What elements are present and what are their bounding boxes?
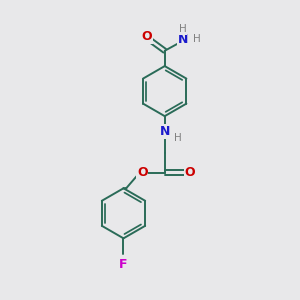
Text: H: H [174, 133, 182, 143]
Text: H: H [193, 34, 200, 44]
Text: N: N [160, 125, 170, 138]
Text: O: O [142, 30, 152, 43]
Text: N: N [178, 33, 188, 46]
Text: H: H [178, 24, 186, 34]
Text: F: F [119, 258, 128, 271]
Text: O: O [137, 166, 148, 179]
Text: O: O [184, 166, 195, 179]
